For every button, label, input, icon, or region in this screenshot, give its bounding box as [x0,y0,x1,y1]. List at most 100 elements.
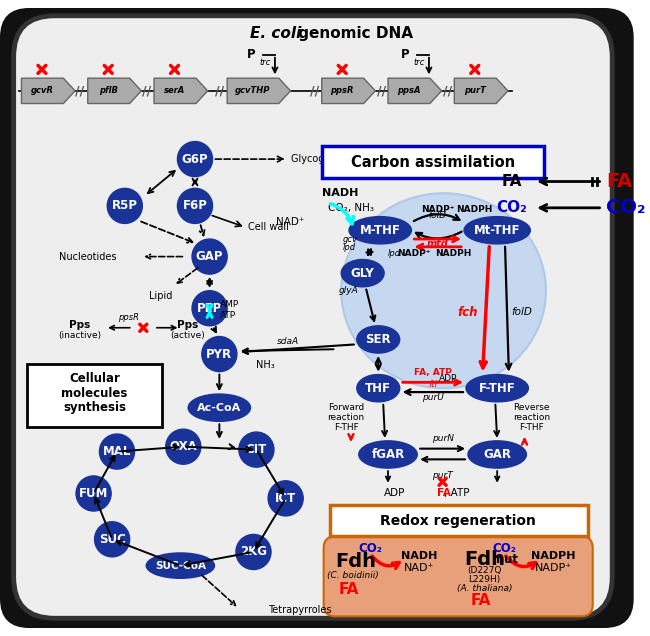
Polygon shape [154,78,207,104]
Text: PYR: PYR [206,347,233,361]
Text: CO₂, NH₃: CO₂, NH₃ [328,203,374,213]
Text: CO₂: CO₂ [606,198,646,218]
Text: M-THF: M-THF [359,224,400,237]
Text: OXA: OXA [170,440,197,453]
Text: F-THF: F-THF [479,382,515,395]
Ellipse shape [357,375,400,402]
Text: purU: purU [422,394,444,403]
Ellipse shape [359,441,417,468]
Text: (inactive): (inactive) [58,331,101,340]
Text: //: // [75,85,84,97]
Text: Fdh: Fdh [335,552,376,571]
Text: gcvR: gcvR [31,86,53,95]
Text: lpd: lpd [388,249,401,258]
Text: CO₂: CO₂ [492,542,516,555]
Circle shape [236,534,271,569]
Text: NH₃: NH₃ [256,360,274,370]
Text: //: // [310,85,320,97]
FancyBboxPatch shape [0,8,634,628]
Text: synthesis: synthesis [63,401,126,414]
Text: Forward: Forward [328,403,364,412]
Text: FA: FA [502,174,522,189]
Text: (D227Q: (D227Q [467,566,502,575]
Circle shape [107,188,142,223]
Text: CIT: CIT [246,443,267,456]
Text: FUM: FUM [79,487,109,500]
Text: lpd: lpd [343,244,356,252]
Polygon shape [227,78,291,104]
Text: CO₂: CO₂ [359,542,382,555]
Ellipse shape [341,193,546,388]
Text: reaction: reaction [513,413,550,422]
Text: NADH: NADH [401,551,437,561]
Text: Ac-CoA: Ac-CoA [197,403,242,413]
Text: //: // [443,85,452,97]
Circle shape [94,522,129,557]
Text: NAD⁺: NAD⁺ [276,218,304,228]
Text: NADPH: NADPH [532,551,576,561]
Text: ppsR: ppsR [118,314,139,322]
Text: FA: FA [339,583,359,597]
Circle shape [76,476,111,511]
Text: trc: trc [259,58,270,67]
Text: gcvTHP: gcvTHP [235,86,270,95]
Text: purN: purN [432,434,454,443]
Text: mut: mut [492,553,518,566]
Text: ICT: ICT [275,492,296,505]
Circle shape [99,434,135,469]
FancyBboxPatch shape [14,16,612,618]
Ellipse shape [466,375,528,402]
Text: FA: FA [437,488,450,499]
Ellipse shape [188,394,250,421]
Text: AMP: AMP [220,300,240,309]
Text: 2KG: 2KG [240,546,267,558]
Ellipse shape [349,217,411,244]
Text: SER: SER [365,333,391,346]
Text: Nucleotides: Nucleotides [60,252,117,261]
Text: Mt-THF: Mt-THF [474,224,521,237]
Circle shape [166,429,201,464]
Text: ppsA: ppsA [396,86,421,95]
Circle shape [202,336,237,371]
Text: mtd: mtd [427,239,448,249]
Polygon shape [454,78,508,104]
Text: E. coli: E. coli [250,26,301,41]
Text: glyA: glyA [339,286,359,295]
Text: G6P: G6P [181,153,208,165]
Text: GAR: GAR [483,448,511,461]
Text: NADP⁺: NADP⁺ [535,563,572,572]
Text: pflB: pflB [99,86,118,95]
Text: P: P [401,48,410,61]
Text: FA: FA [471,593,491,608]
Ellipse shape [464,217,530,244]
Circle shape [177,188,213,223]
Text: ADP: ADP [384,488,406,499]
Text: Reverse: Reverse [513,403,549,412]
Text: (active): (active) [170,331,205,340]
Text: //: // [376,85,386,97]
Text: Cellular: Cellular [69,372,120,385]
Text: trc: trc [413,58,424,67]
Text: (C. boidinii): (C. boidinii) [327,571,379,580]
Text: NADP⁺: NADP⁺ [421,205,454,214]
Text: L229H): L229H) [469,575,500,584]
Text: //: // [214,85,224,97]
Ellipse shape [341,259,384,287]
Text: ATP: ATP [220,310,237,319]
Text: molecules: molecules [61,387,128,399]
Text: folD: folD [511,307,532,317]
Text: F6P: F6P [183,200,207,212]
FancyBboxPatch shape [322,146,544,177]
Text: fGAR: fGAR [371,448,405,461]
Text: GAP: GAP [196,250,224,263]
Text: ftl: ftl [428,380,437,389]
Ellipse shape [146,553,214,578]
Text: Pps: Pps [70,320,90,330]
Text: GLY: GLY [351,266,374,280]
Text: fch: fch [458,306,478,319]
Text: ADP: ADP [439,374,458,383]
Text: NADP⁺: NADP⁺ [396,249,430,258]
Text: F-THF: F-THF [519,423,543,432]
Text: gcv: gcv [343,235,358,244]
Text: Cell wall: Cell wall [248,223,289,232]
